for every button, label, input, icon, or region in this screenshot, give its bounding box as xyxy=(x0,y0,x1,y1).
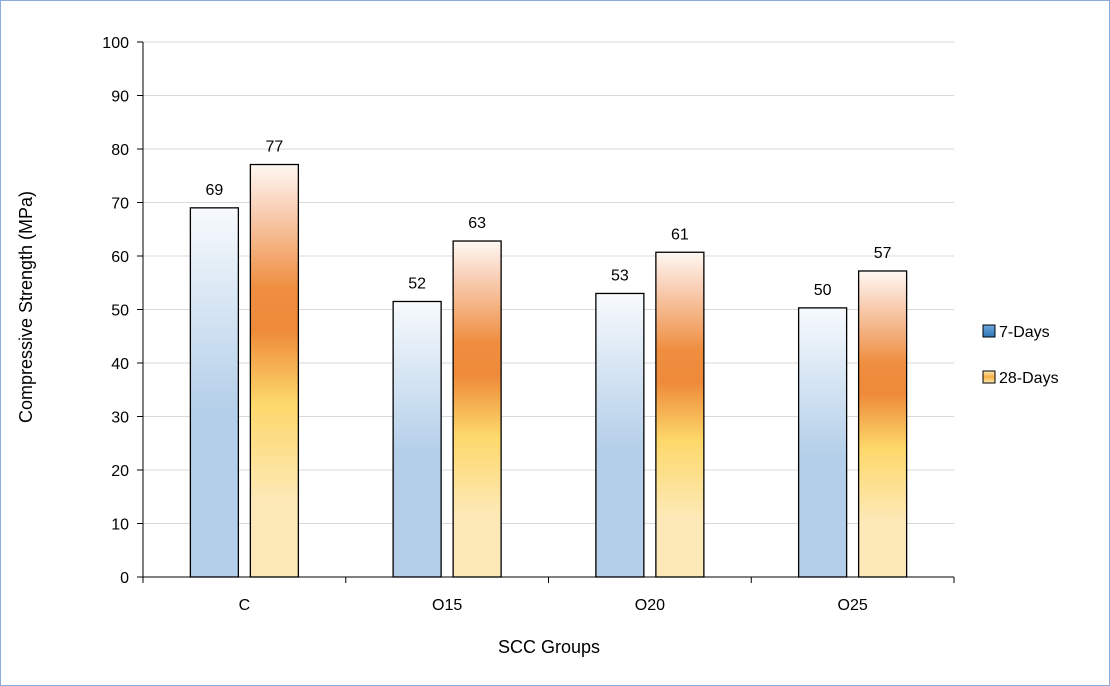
y-tick-label: 50 xyxy=(111,303,129,320)
data-label: 57 xyxy=(874,245,892,262)
x-tick-label: O20 xyxy=(635,597,665,614)
x-axis-title: SCC Groups xyxy=(498,637,600,657)
legend-label: 28-Days xyxy=(999,370,1059,387)
bars xyxy=(189,163,908,578)
data-label: 63 xyxy=(468,215,486,232)
y-tick-label: 0 xyxy=(120,570,129,587)
axes: 0 10 20 30 40 50 60 70 80 90 100 C O15 O20 O25 xyxy=(102,35,955,614)
y-tick-label: 90 xyxy=(111,89,129,106)
data-label: 61 xyxy=(671,226,689,243)
x-tick-label: O25 xyxy=(838,597,868,614)
y-tick-label: 40 xyxy=(111,356,129,373)
data-label: 53 xyxy=(611,267,629,284)
bar-7-days-c xyxy=(189,207,240,578)
bar-28-days-o15 xyxy=(452,240,502,578)
x-tick-label: C xyxy=(239,597,251,614)
y-tick-label: 70 xyxy=(111,196,129,213)
data-label: 50 xyxy=(814,282,832,299)
y-tick-label: 30 xyxy=(111,410,129,427)
legend-swatch xyxy=(982,324,996,338)
y-tick-label: 20 xyxy=(111,463,129,480)
legend: 7-Days 28-Days xyxy=(982,324,1059,387)
y-tick-label: 60 xyxy=(111,249,129,266)
bar-28-days-o25 xyxy=(857,270,908,578)
bar-7-days-o25 xyxy=(797,307,848,578)
data-label: 77 xyxy=(265,139,283,156)
y-tick-label: 100 xyxy=(102,35,129,52)
bar-7-days-o20 xyxy=(595,292,645,578)
legend-label: 7-Days xyxy=(999,324,1050,341)
legend-swatch xyxy=(982,370,996,384)
y-tick-label: 10 xyxy=(111,517,129,534)
data-label: 52 xyxy=(408,275,426,292)
data-label: 69 xyxy=(205,182,223,199)
bar-28-days-o20 xyxy=(655,251,705,578)
bar-7-days-o15 xyxy=(392,300,442,578)
x-tick-label: O15 xyxy=(432,597,462,614)
y-axis-title: Compressive Strength (MPa) xyxy=(16,191,36,423)
bar-28-days-c xyxy=(249,163,300,578)
data-labels: 69 77 52 63 53 61 50 57 xyxy=(205,139,891,299)
y-tick-label: 80 xyxy=(111,142,129,159)
